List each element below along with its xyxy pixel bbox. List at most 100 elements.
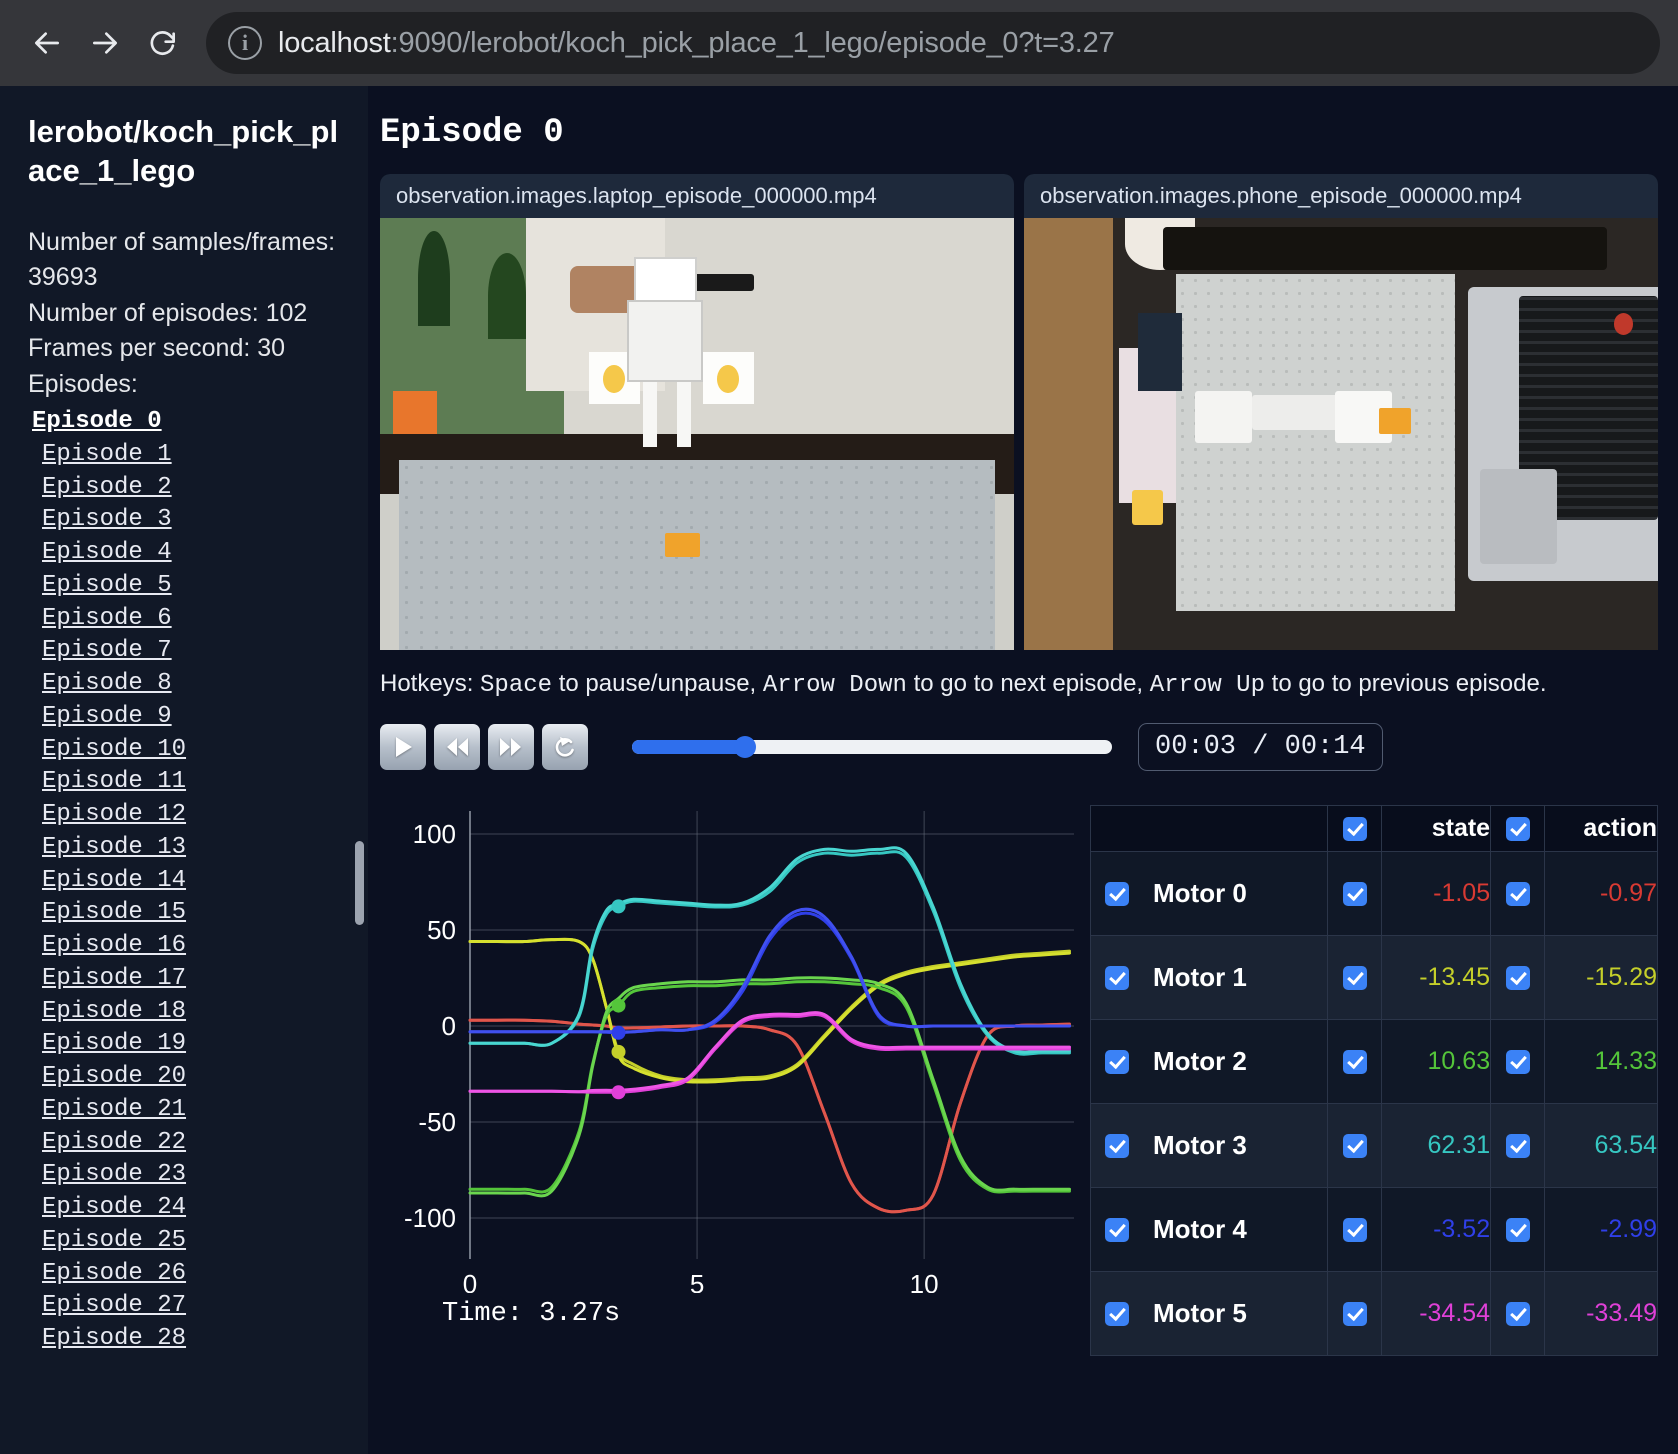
motor-table-head: state action (1089, 805, 1658, 852)
seek-thumb[interactable] (733, 736, 756, 758)
state-column-checkbox[interactable] (1342, 816, 1367, 841)
action-checkbox-cell[interactable] (1490, 1187, 1546, 1272)
episode-list: Episode 0 Episode 1 Episode 2 Episode 3 Epis… (28, 406, 340, 1356)
loop-icon[interactable] (542, 724, 588, 770)
motor-row-checkbox[interactable] (1105, 881, 1129, 906)
video-player-phone[interactable] (1024, 218, 1658, 650)
state-checkbox-cell[interactable] (1327, 935, 1383, 1020)
seek-bar[interactable] (632, 736, 1112, 758)
action-checkbox[interactable] (1505, 965, 1530, 990)
stat-samples: Number of samples/frames: 39693 (28, 227, 336, 292)
action-checkbox[interactable] (1505, 1133, 1530, 1158)
state-value: 10.63 (1381, 1019, 1492, 1104)
episode-link-18[interactable]: Episode 18 (42, 997, 187, 1025)
episode-link-24[interactable]: Episode 24 (42, 1194, 187, 1222)
action-checkbox[interactable] (1505, 1049, 1530, 1074)
play-icon[interactable] (380, 724, 426, 770)
table-row: Motor 3 62.31 63.54 (1089, 1103, 1658, 1188)
action-checkbox[interactable] (1505, 1301, 1530, 1326)
episode-link-4[interactable]: Episode 4 (42, 539, 172, 567)
episode-link-2[interactable]: Episode 2 (42, 473, 172, 501)
episode-link-20[interactable]: Episode 20 (42, 1063, 187, 1091)
episode-link-23[interactable]: Episode 23 (42, 1161, 187, 1189)
video-label-laptop: observation.images.laptop_episode_000000… (380, 174, 1014, 218)
sidebar-scrollbar[interactable] (355, 841, 364, 925)
header-action-checkbox-cell[interactable] (1490, 805, 1546, 852)
forward-icon[interactable] (76, 14, 134, 72)
motor-chart[interactable]: -100 -50 0 50 100 0 5 10 Time: 3.27s (380, 793, 1080, 1333)
header-state-checkbox-cell[interactable] (1327, 805, 1383, 852)
motor-row-checkbox[interactable] (1105, 1217, 1129, 1242)
chart-cursor-marker (611, 1025, 626, 1040)
motor-row-checkbox[interactable] (1105, 1049, 1129, 1074)
address-bar[interactable]: i localhost:9090/lerobot/koch_pick_place… (206, 12, 1660, 74)
motor-table-wrap: state action Motor 0 -1.05 -0.97 Motor 1 -13… (1089, 793, 1658, 1356)
episode-link-28[interactable]: Episode 28 (42, 1325, 187, 1353)
action-checkbox-cell[interactable] (1490, 1103, 1546, 1188)
state-checkbox[interactable] (1342, 1217, 1367, 1242)
reload-icon[interactable] (134, 14, 192, 72)
state-checkbox-cell[interactable] (1327, 1271, 1383, 1356)
action-checkbox-cell[interactable] (1490, 1019, 1546, 1104)
episode-link-9[interactable]: Episode 9 (42, 702, 172, 730)
episode-link-11[interactable]: Episode 11 (42, 768, 187, 796)
episode-link-27[interactable]: Episode 27 (42, 1292, 187, 1320)
state-checkbox[interactable] (1342, 965, 1367, 990)
episode-link-10[interactable]: Episode 10 (42, 735, 187, 763)
video-player-laptop[interactable] (380, 218, 1014, 650)
action-checkbox[interactable] (1505, 1217, 1530, 1242)
state-checkbox[interactable] (1342, 881, 1367, 906)
episode-link-19[interactable]: Episode 19 (42, 1030, 187, 1058)
episode-link-22[interactable]: Episode 22 (42, 1128, 187, 1156)
video-frame-image-phone (1024, 218, 1658, 650)
state-checkbox[interactable] (1342, 1301, 1367, 1326)
action-checkbox-cell[interactable] (1490, 1271, 1546, 1356)
state-checkbox-cell[interactable] (1327, 851, 1383, 936)
action-column-checkbox[interactable] (1505, 816, 1530, 841)
hotkeys-hint: Hotkeys: Space to pause/unpause, Arrow D… (380, 670, 1658, 699)
episode-link-14[interactable]: Episode 14 (42, 866, 187, 894)
main-panel: Episode 0 observation.images.laptop_epis… (368, 86, 1678, 1454)
episode-link-7[interactable]: Episode 7 (42, 637, 172, 665)
episode-link-12[interactable]: Episode 12 (42, 801, 187, 829)
episode-link-5[interactable]: Episode 5 (42, 571, 172, 599)
state-checkbox-cell[interactable] (1327, 1103, 1383, 1188)
rewind-icon[interactable] (434, 724, 480, 770)
bottom-section: -100 -50 0 50 100 0 5 10 Time: 3.27s state acti… (380, 793, 1658, 1356)
action-checkbox[interactable] (1505, 881, 1530, 906)
episodes-label: Episodes: (28, 369, 138, 398)
table-row: Motor 0 -1.05 -0.97 (1089, 851, 1658, 936)
episode-link-3[interactable]: Episode 3 (42, 506, 172, 534)
episode-link-16[interactable]: Episode 16 (42, 932, 187, 960)
seek-bar-wrap (632, 736, 1112, 758)
action-value: -0.97 (1544, 851, 1658, 936)
episode-link-1[interactable]: Episode 1 (42, 440, 172, 468)
episode-link-8[interactable]: Episode 8 (42, 670, 172, 698)
motor-row-checkbox[interactable] (1105, 965, 1129, 990)
episode-link-17[interactable]: Episode 17 (42, 964, 187, 992)
fast-forward-icon[interactable] (488, 724, 534, 770)
episode-link-26[interactable]: Episode 26 (42, 1259, 187, 1287)
browser-toolbar: i localhost:9090/lerobot/koch_pick_place… (0, 0, 1678, 86)
action-checkbox-cell[interactable] (1490, 935, 1546, 1020)
state-checkbox-cell[interactable] (1327, 1187, 1383, 1272)
motor-row-checkbox[interactable] (1105, 1133, 1129, 1158)
episode-link-0[interactable]: Episode 0 (32, 408, 162, 436)
state-checkbox-cell[interactable] (1327, 1019, 1383, 1104)
episode-link-25[interactable]: Episode 25 (42, 1226, 187, 1254)
action-value: -33.49 (1544, 1271, 1658, 1356)
episode-link-6[interactable]: Episode 6 (42, 604, 172, 632)
action-value: 14.33 (1544, 1019, 1658, 1104)
stat-episodes: Number of episodes: 102 (28, 298, 308, 327)
motor-label: Motor 1 (1153, 962, 1247, 992)
action-checkbox-cell[interactable] (1490, 851, 1546, 936)
episode-link-15[interactable]: Episode 15 (42, 899, 187, 927)
back-icon[interactable] (18, 14, 76, 72)
episode-link-21[interactable]: Episode 21 (42, 1095, 187, 1123)
state-checkbox[interactable] (1342, 1049, 1367, 1074)
motor-row-checkbox[interactable] (1105, 1301, 1129, 1326)
hotkeys-prefix: Hotkeys: (380, 670, 481, 697)
site-info-icon[interactable]: i (228, 26, 262, 60)
episode-link-13[interactable]: Episode 13 (42, 833, 187, 861)
state-checkbox[interactable] (1342, 1133, 1367, 1158)
